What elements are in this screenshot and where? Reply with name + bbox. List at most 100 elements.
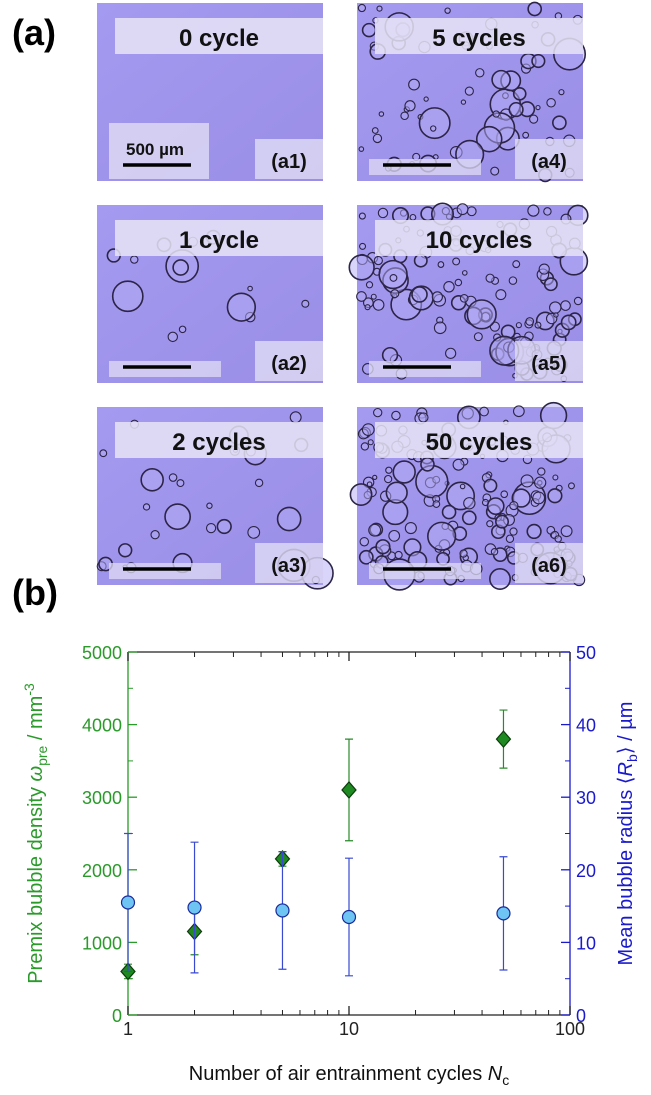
panel-label: (b) — [12, 572, 58, 613]
bubble — [118, 543, 133, 558]
bubble — [378, 111, 385, 117]
y2ticks-tick-label: 40 — [576, 716, 596, 736]
bubble — [461, 510, 477, 526]
bubble — [492, 110, 500, 118]
bubble — [560, 314, 577, 331]
bubble — [172, 259, 190, 276]
bubble — [420, 457, 435, 472]
bubble — [375, 539, 391, 555]
bubble — [459, 483, 466, 490]
bubble — [537, 467, 546, 476]
bubble — [475, 68, 485, 78]
bubble — [247, 285, 253, 292]
bubble — [400, 111, 409, 121]
bubble — [456, 203, 469, 216]
panel-label: (a) — [12, 12, 56, 53]
bubble — [483, 478, 498, 493]
bubble — [495, 514, 510, 529]
bubble — [527, 1, 543, 17]
xlabel: Number of air entrainment cycles Nc — [189, 1063, 509, 1088]
bubble — [413, 253, 428, 268]
xlabel-part: Number of air entrainment cycles — [189, 1063, 488, 1085]
tile-title: 50 cycles — [426, 429, 533, 456]
y2ticks-tick-label: 0 — [576, 1006, 586, 1026]
bubble — [452, 257, 461, 266]
y2ticks-tick-label: 20 — [576, 861, 596, 881]
bubble — [490, 166, 500, 176]
scale-box — [369, 159, 481, 175]
bubble — [372, 474, 378, 480]
bubble — [418, 107, 451, 140]
bubble — [377, 207, 389, 219]
micrograph: 5 cycles (a4) — [357, 1, 587, 183]
scale-text: 500 µm — [126, 140, 184, 159]
title-box — [115, 18, 323, 54]
marker — [120, 895, 136, 910]
bubble — [404, 100, 416, 112]
bubble — [443, 281, 455, 293]
bubble — [466, 206, 477, 217]
y2label-part: R — [615, 762, 637, 776]
bubble — [99, 449, 108, 458]
bubble — [358, 549, 374, 565]
bubble — [381, 346, 399, 364]
bubble — [167, 331, 179, 343]
micrograph: 2 cycles (a3) — [96, 407, 334, 590]
yticks-tick-label: 0 — [112, 1006, 122, 1026]
bubble — [508, 101, 524, 118]
bubble — [444, 7, 451, 14]
bubble — [531, 53, 546, 69]
bubble — [560, 300, 571, 311]
bubble — [547, 488, 563, 504]
bubble — [549, 301, 562, 314]
yticks-tick-label: 4000 — [82, 716, 122, 736]
bubble — [526, 523, 542, 540]
tag-box — [255, 139, 323, 179]
bubble — [111, 280, 144, 313]
bubble — [452, 458, 465, 471]
bubble — [486, 520, 494, 528]
bubble — [130, 255, 139, 264]
tile-tag: (a5) — [531, 353, 567, 375]
bubble — [433, 321, 447, 335]
bubble — [368, 523, 382, 537]
bubble — [508, 276, 518, 285]
bubble — [390, 289, 400, 299]
bubble — [366, 481, 373, 488]
bubble — [409, 213, 417, 221]
bubble — [361, 22, 377, 38]
bubble — [423, 96, 429, 102]
x-tick-label: 10 — [339, 1019, 359, 1039]
xlabel-part: c — [502, 1072, 509, 1088]
bubble — [216, 518, 232, 535]
bubble — [454, 278, 463, 287]
bubble — [370, 293, 377, 300]
bubble — [361, 423, 375, 437]
bubble — [491, 69, 511, 90]
yticks-tick-label: 3000 — [82, 788, 122, 808]
bubble — [495, 289, 507, 301]
tag-box — [255, 341, 323, 381]
bubble — [150, 530, 160, 540]
bubble — [461, 270, 468, 276]
bubble — [427, 521, 457, 551]
bubble — [432, 500, 441, 508]
bubble — [349, 483, 373, 507]
tile-tag: (a1) — [271, 151, 307, 173]
y2label: Mean bubble radius ⟨Rb⟩ / µm — [615, 702, 640, 966]
bubble — [376, 5, 383, 12]
bubble — [459, 549, 468, 558]
bubble — [554, 535, 562, 543]
tile-tag: (a4) — [531, 151, 567, 173]
ylabel-part: -3 — [21, 683, 37, 696]
bubble — [475, 125, 503, 153]
tile-title: 2 cycles — [172, 429, 265, 456]
bubble — [364, 304, 371, 311]
tag-box — [255, 543, 323, 583]
bubble — [391, 410, 401, 421]
xlabel-part: N — [488, 1063, 503, 1085]
bubble — [437, 261, 445, 268]
bubble — [473, 332, 483, 342]
tile-title: 1 cycle — [179, 227, 259, 254]
